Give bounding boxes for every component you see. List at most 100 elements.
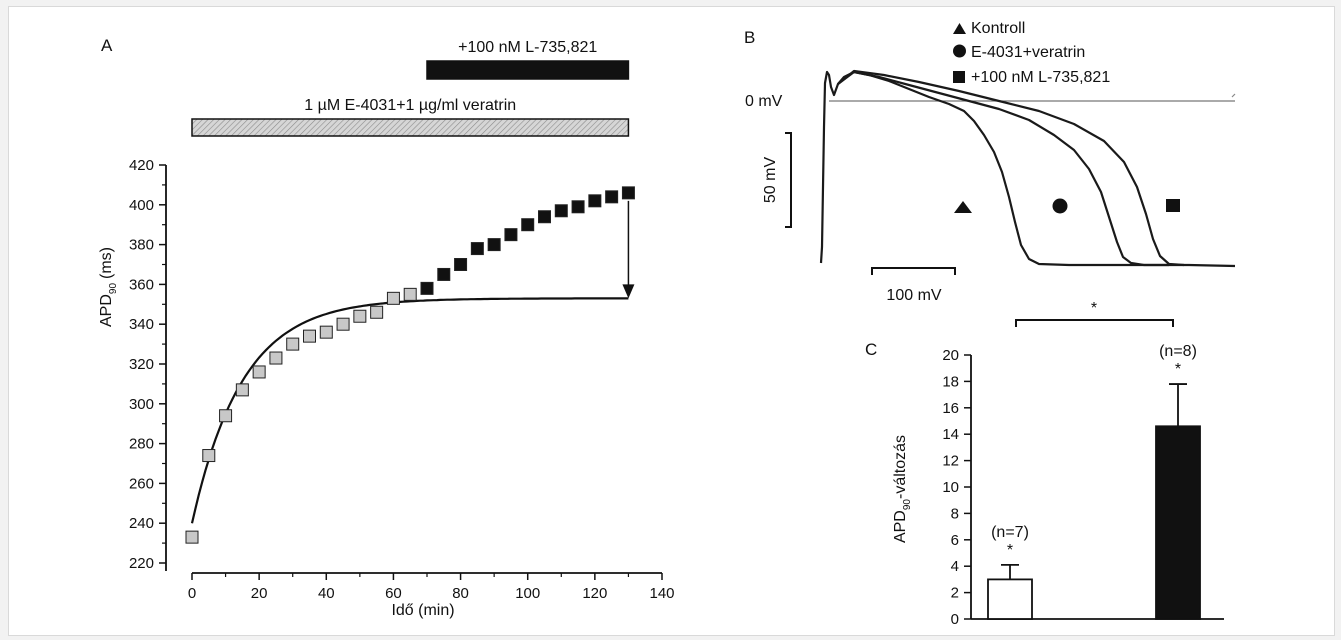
c-y-tick-label: 4 (951, 558, 959, 575)
trace-e4031-veratrin (837, 70, 1169, 267)
data-point (386, 291, 400, 305)
y-tick-label: 340 (129, 316, 154, 333)
x-tick-label: 80 (452, 585, 469, 602)
bar (987, 578, 1033, 620)
y-tick-label: 220 (129, 555, 154, 572)
c-y-tick-label: 10 (942, 479, 959, 496)
c-y-tick-label: 12 (942, 453, 959, 470)
panel-b: B Kontroll E-4031+veratrin +100 nM L-735… (744, 20, 1236, 304)
panel-a: A 1 µM E-4031+1 µg/ml veratrin +100 nM L-… (98, 36, 675, 619)
x-tick-label: 20 (251, 585, 268, 602)
data-point (605, 190, 619, 204)
c-y-tick-label: 14 (942, 426, 959, 443)
bar-star: * (1007, 542, 1013, 559)
significance-bracket (1015, 319, 1174, 327)
panel-a-letter: A (101, 36, 113, 55)
fit-curve-line (190, 297, 629, 524)
scale-bar-vertical (785, 132, 792, 228)
treatment-bar-label: +100 nM L-735,821 (458, 39, 597, 56)
x-tick-label: 120 (582, 585, 607, 602)
bar (1155, 425, 1201, 620)
c-y-tick-label: 2 (951, 585, 959, 602)
data-point (454, 258, 468, 271)
fit-curve (190, 297, 629, 524)
data-points (185, 186, 635, 544)
treatment-bars: 1 µM E-4031+1 µg/ml veratrin +100 nM L-73… (191, 39, 630, 137)
data-point (571, 200, 585, 214)
data-point (269, 351, 283, 365)
data-point (303, 329, 316, 343)
triangle-marker-icon (953, 23, 966, 34)
data-point (202, 449, 216, 463)
line-end-tick (1231, 93, 1236, 98)
c-y-tick-label: 0 (951, 611, 959, 628)
action-potential-traces (819, 69, 1236, 268)
x-tick-label: 60 (385, 585, 402, 602)
figure: A 1 µM E-4031+1 µg/ml veratrin +100 nM L-… (8, 6, 1335, 636)
y-tick-label: 380 (129, 237, 154, 254)
x-tick-label: 140 (649, 585, 674, 602)
data-point (370, 305, 384, 319)
arrow-annotation (622, 200, 635, 299)
y-tick-label: 420 (129, 157, 154, 174)
data-point (319, 325, 333, 339)
data-point (420, 281, 434, 295)
x-tick-label: 100 (515, 585, 540, 602)
panel-c-axes: 0 2 4 6 8 10 12 14 16 18 20 (942, 347, 1224, 628)
y-tick-label: 280 (129, 436, 154, 453)
y-tick-label: 260 (129, 475, 154, 492)
c-y-tick-label: 20 (942, 347, 959, 364)
c-y-label-main: APD (892, 510, 909, 543)
data-point (403, 287, 417, 301)
data-point (219, 409, 233, 423)
figure-svg: A 1 µM E-4031+1 µg/ml veratrin +100 nM L-… (98, 20, 1236, 628)
panel-c-letter: C (865, 340, 877, 359)
panel-a-y-axis-label: APD90 (ms) (98, 247, 119, 327)
y-label-main: APD (98, 294, 115, 327)
y-tick-label: 240 (129, 515, 154, 532)
data-point (621, 186, 635, 200)
x-tick-label: 0 (188, 585, 196, 602)
legend-label-e4031: E-4031+veratrin (971, 44, 1085, 61)
panel-c-bars: *(n=7)*(n=8) (987, 343, 1201, 620)
data-point (538, 210, 551, 224)
data-point (588, 194, 602, 208)
data-point (353, 309, 367, 323)
bar-n-label: (n=7) (991, 524, 1029, 541)
c-y-label-suffix: -változás (892, 435, 909, 499)
data-point (554, 204, 568, 218)
y-tick-label: 400 (129, 197, 154, 214)
trace-circle-icon (1052, 198, 1068, 214)
panel-a-x-axis-label: Idő (min) (391, 602, 454, 619)
c-y-label-sub: 90 (902, 499, 913, 511)
treatment-bar (426, 60, 630, 80)
bar-star: * (1175, 361, 1181, 378)
data-point (252, 365, 266, 379)
trace-square-icon (1166, 199, 1180, 212)
panel-a-axes: 220 240 260 280 300 320 340 360 380 400 420 0 20 40 60… (129, 157, 675, 602)
y-tick-label: 300 (129, 396, 154, 413)
panel-b-letter: B (744, 28, 755, 47)
data-point (521, 218, 535, 232)
data-point (470, 242, 484, 256)
c-y-tick-label: 16 (942, 400, 959, 417)
x-tick-label: 40 (318, 585, 335, 602)
trace-kontroll (819, 70, 1236, 268)
arrow-head-icon (622, 284, 635, 299)
c-y-tick-label: 8 (951, 505, 959, 522)
data-point (185, 530, 199, 544)
trace-l735821 (837, 69, 1185, 267)
panel-c-y-axis-label: APD90-változás (892, 435, 913, 543)
treatment-bar-label: 1 µM E-4031+1 µg/ml veratrin (304, 97, 516, 114)
data-point (437, 267, 451, 281)
data-point (336, 317, 350, 331)
data-point (504, 228, 518, 242)
scale-bar-vertical-label: 50 mV (762, 157, 779, 204)
data-point (487, 238, 501, 252)
trace-triangle-icon (954, 201, 972, 213)
bar-n-label: (n=8) (1159, 343, 1197, 360)
y-tick-label: 320 (129, 356, 154, 373)
data-point (286, 337, 300, 351)
data-point (235, 383, 249, 397)
